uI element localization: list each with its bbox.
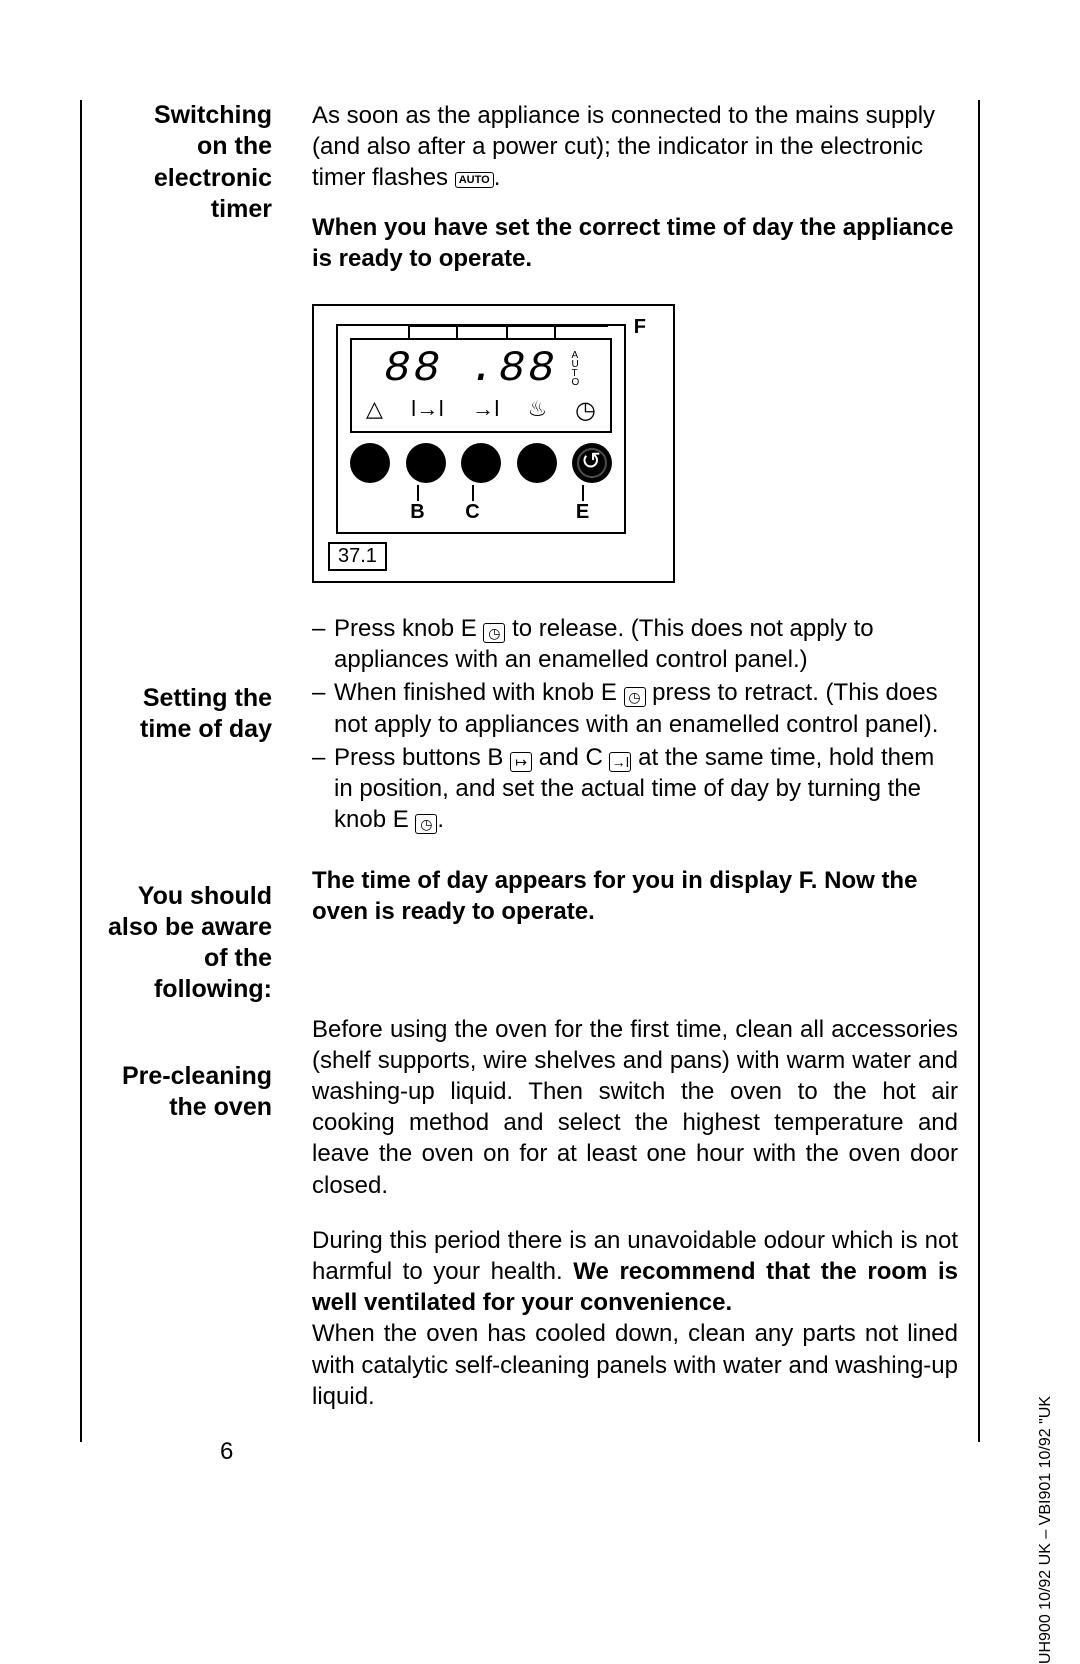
h-switching-3: electronic <box>154 164 272 192</box>
setting-item-3: Press buttons B ↦ and C →ǀ at the same t… <box>312 742 958 836</box>
setting-3b: and C <box>532 744 609 771</box>
h-switching-2: on the <box>197 132 272 160</box>
f-callout-h <box>408 325 608 327</box>
tick-e <box>582 485 584 501</box>
display-icon-row: △ ǀ→ǀ →ǀ ♨ ◷ <box>358 394 604 427</box>
setting-1a: Press knob E <box>334 615 483 642</box>
aware-text: The time of day appears for you in displ… <box>312 865 958 927</box>
h-setting-1: Setting the <box>143 684 272 712</box>
setting-2a: When finished with knob E <box>334 679 624 706</box>
switching-text: As soon as the appliance is connected to… <box>312 100 958 274</box>
start-time-icon: ǀ→ǀ <box>411 396 444 425</box>
tick-b <box>417 485 419 501</box>
switching-bold: When you have set the correct time of da… <box>312 212 958 274</box>
h-preclean-2: the oven <box>169 1093 272 1121</box>
end-icon-inline: →ǀ <box>609 752 631 772</box>
button-4 <box>517 443 557 483</box>
timer-panel: F 88 .88 A U T O <box>336 324 626 534</box>
preclean-p2-wrap: During this period there is an unavoidab… <box>312 1225 958 1319</box>
setting-text: Press knob E ◷ to release. (This does no… <box>312 613 958 835</box>
pot-icon: ♨ <box>527 396 547 425</box>
heading-setting: Setting the time of day <box>82 683 272 746</box>
timer-display: 88 .88 A U T O △ ǀ→ǀ →ǀ <box>350 338 612 433</box>
setting-list: Press knob E ◷ to release. (This does no… <box>312 613 958 835</box>
h-setting-2: time of day <box>140 715 272 743</box>
clock-icon-inline-2: ◷ <box>624 687 646 707</box>
content-columns: Switching on the electronic timer Settin… <box>80 100 980 1442</box>
auto-indicator-icon: AUTO <box>455 172 494 188</box>
h-switching-4: timer <box>211 195 272 223</box>
knob-dial <box>572 443 612 483</box>
button-1 <box>350 443 390 483</box>
label-c: C <box>465 501 479 523</box>
h-aware-2: also be aware <box>108 913 272 941</box>
headings-column: Switching on the electronic timer Settin… <box>82 100 292 1442</box>
button-3 <box>461 443 501 483</box>
h-aware-1: You should <box>138 882 272 910</box>
setting-3a: Press buttons B <box>334 744 510 771</box>
auto-vertical: A U T O <box>571 351 579 387</box>
setting-item-1: Press knob E ◷ to release. (This does no… <box>312 613 958 675</box>
button-2 <box>406 443 446 483</box>
f-tick-3 <box>506 325 508 339</box>
tick-c <box>472 485 474 501</box>
setting-item-2: When finished with knob E ◷ press to ret… <box>312 677 958 739</box>
label-b: B <box>410 501 424 523</box>
f-tick-4 <box>554 325 556 339</box>
switching-intro-b: . <box>494 164 501 191</box>
clock-icon-inline-3: ◷ <box>415 814 437 834</box>
clock-icon-inline-1: ◷ <box>483 623 505 643</box>
switching-intro-a: As soon as the appliance is connected to… <box>312 102 935 191</box>
preclean-text: Before using the oven for the first time… <box>312 1014 958 1412</box>
body-column: As soon as the appliance is connected to… <box>292 100 978 1442</box>
button-row <box>346 443 616 483</box>
segment-digits: 88 .88 <box>384 344 557 394</box>
h-switching-1: Switching <box>154 101 272 129</box>
label-e: E <box>576 501 589 523</box>
heading-aware: You should also be aware of the followin… <box>82 881 272 1006</box>
h-aware-4: following: <box>154 975 272 1003</box>
bell-icon: △ <box>366 396 383 425</box>
side-print-code: UH900 10/92 UK – VBI901 10/92 "UK <box>1037 1396 1055 1664</box>
h-preclean-1: Pre-cleaning <box>122 1062 272 1090</box>
preclean-p3: When the oven has cooled down, clean any… <box>312 1318 958 1412</box>
figure-number: 37.1 <box>328 542 387 571</box>
f-tick-2 <box>456 325 458 339</box>
heading-switching: Switching on the electronic timer <box>82 100 272 225</box>
diagram-label-f: F <box>634 316 646 339</box>
heading-preclean: Pre-cleaning the oven <box>82 1061 272 1124</box>
setting-3d: . <box>437 806 444 833</box>
page-number: 6 <box>220 1438 233 1466</box>
end-time-icon: →ǀ <box>472 396 500 425</box>
start-icon-inline: ↦ <box>510 752 532 772</box>
button-labels: B C E <box>346 485 616 524</box>
timer-diagram: F 88 .88 A U T O <box>312 304 675 583</box>
auto-o: O <box>571 378 579 387</box>
segment-digits-row: 88 .88 A U T O <box>358 344 604 394</box>
manual-page: Switching on the electronic timer Settin… <box>0 0 1080 1526</box>
h-aware-3: of the <box>204 944 272 972</box>
f-tick-1 <box>408 325 410 339</box>
clock-icon: ◷ <box>575 396 596 425</box>
preclean-p1: Before using the oven for the first time… <box>312 1014 958 1201</box>
